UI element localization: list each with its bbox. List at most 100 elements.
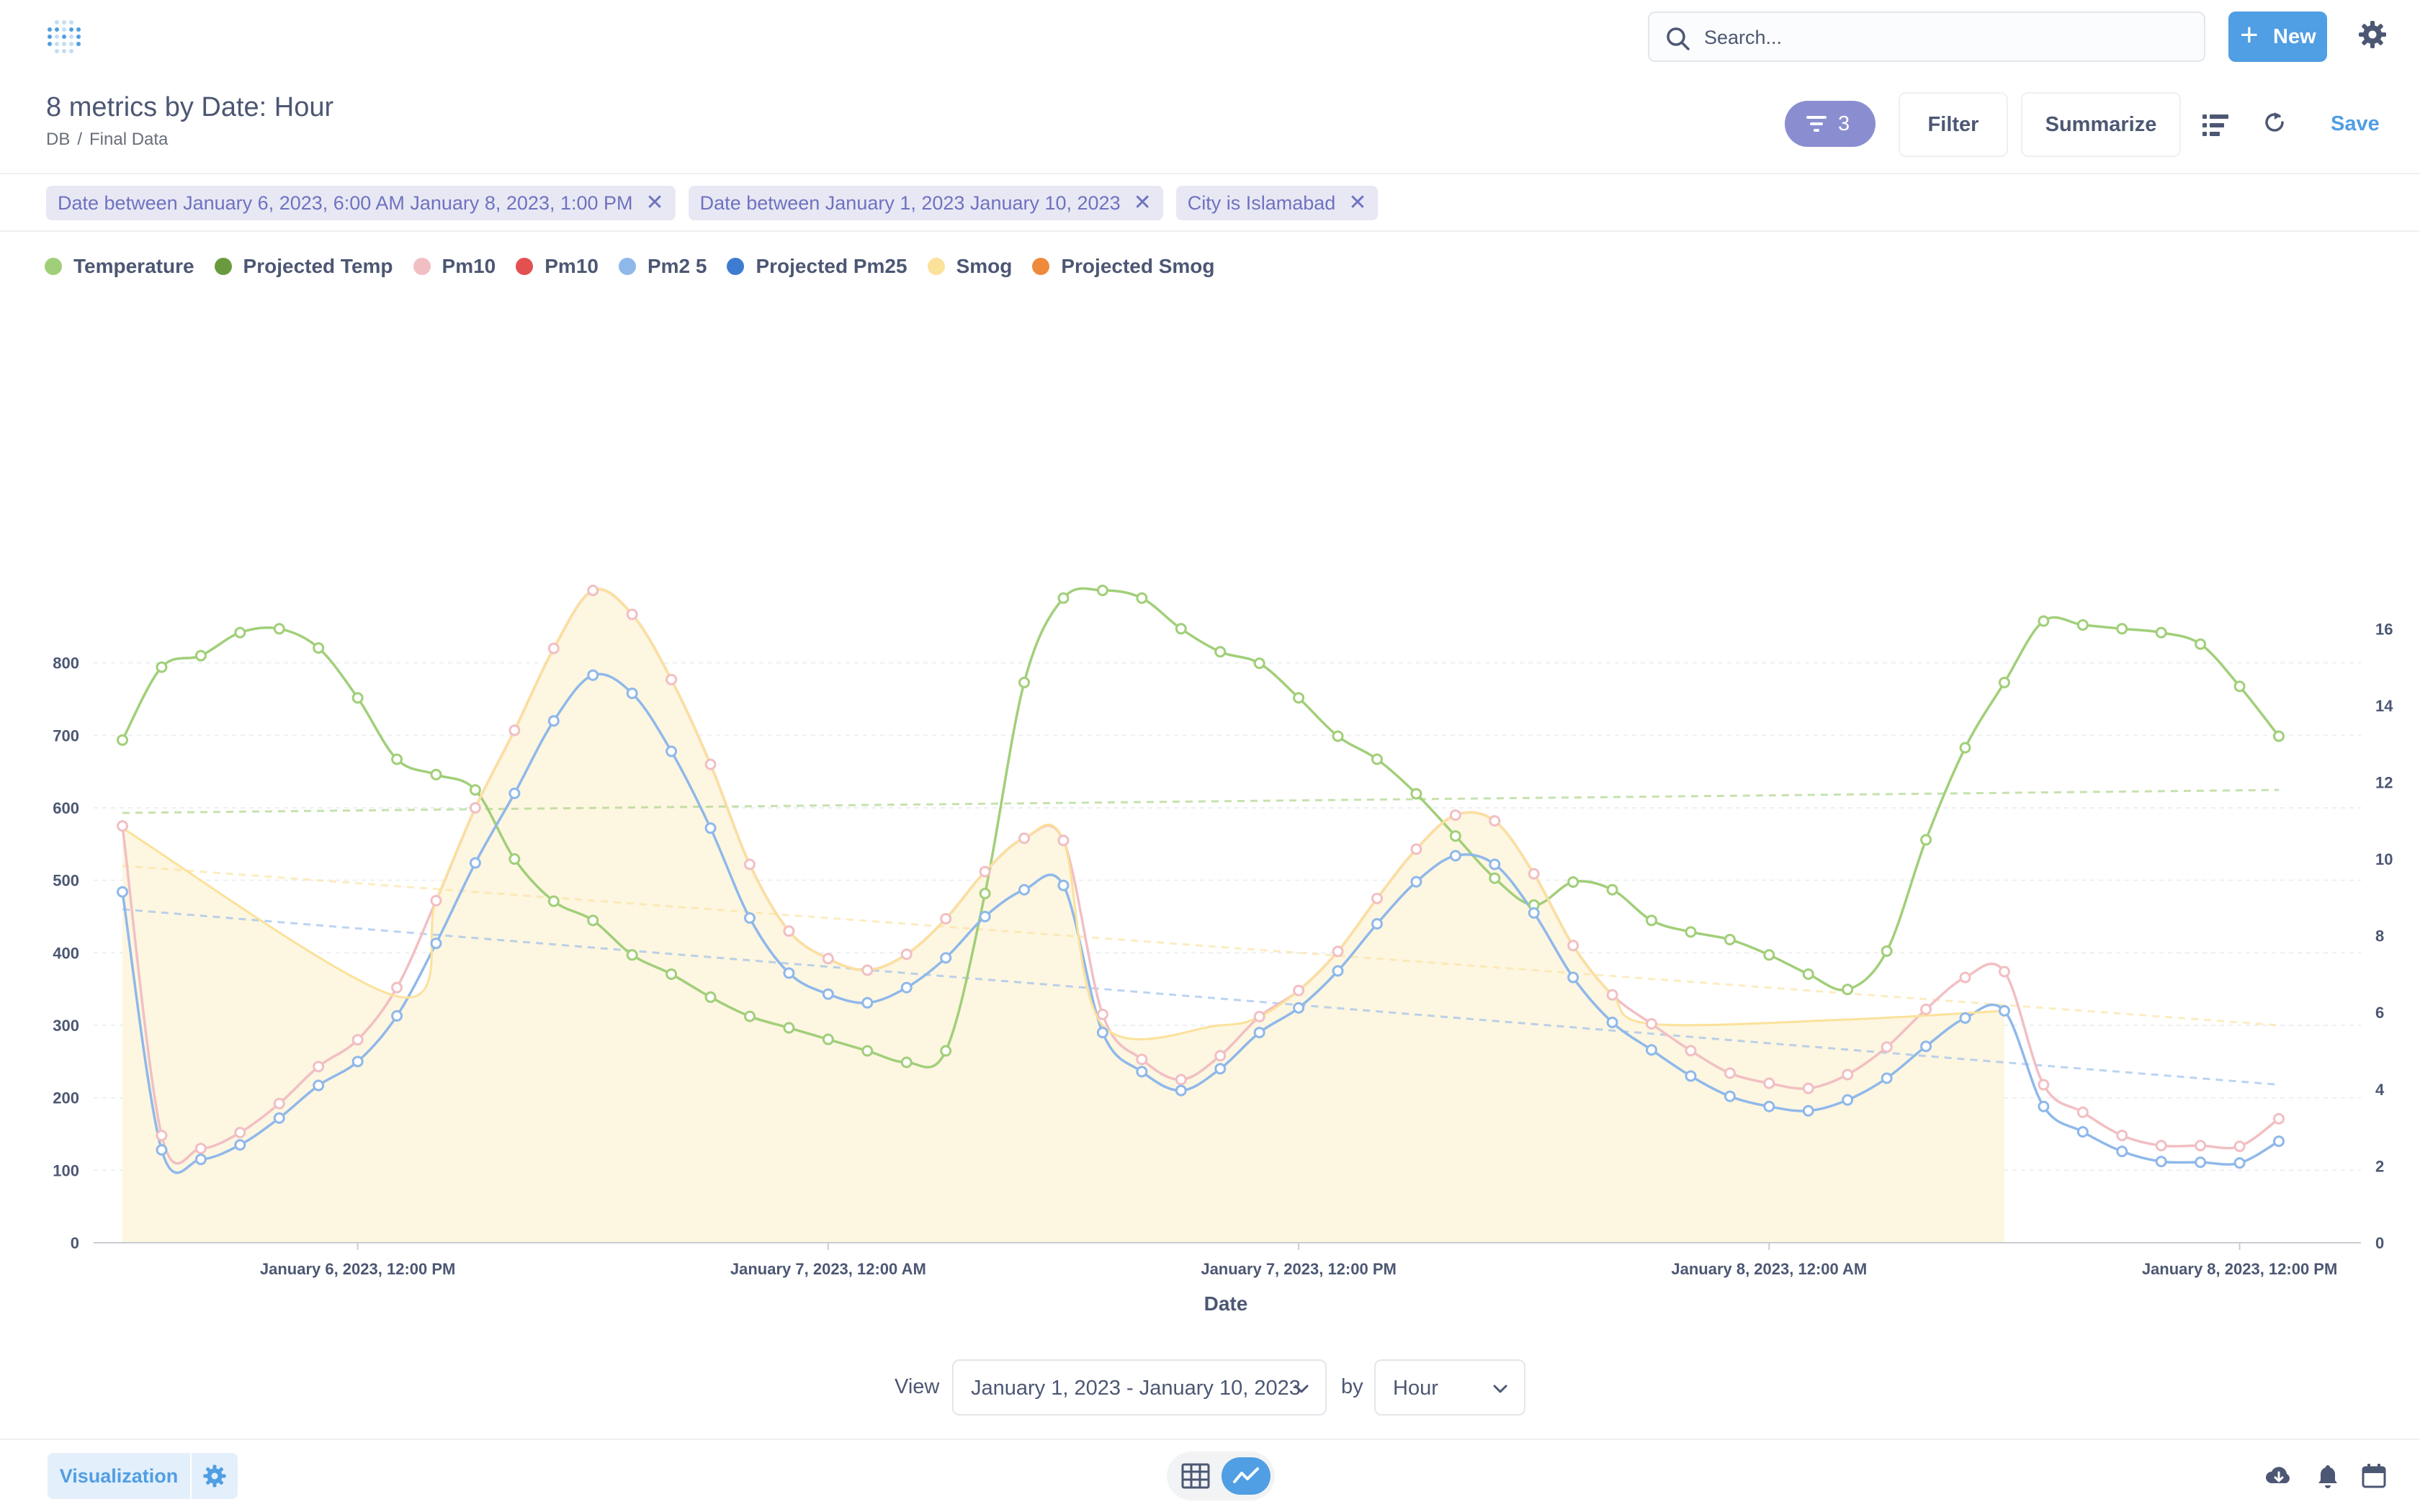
point-pm10 bbox=[1332, 945, 1344, 958]
point-pm10 bbox=[2116, 1130, 2128, 1142]
download-icon[interactable] bbox=[2264, 1462, 2293, 1490]
point-temperature bbox=[2038, 615, 2050, 627]
point-pm2-5 bbox=[508, 787, 521, 799]
legend-item-projected-smog[interactable]: Projected Smog bbox=[1032, 255, 1215, 278]
legend-item-temperature[interactable]: Temperature bbox=[45, 255, 194, 278]
chevron-down-icon bbox=[1493, 1385, 1507, 1393]
chart-toggle-button[interactable] bbox=[1222, 1457, 1270, 1495]
plus-icon: + bbox=[2240, 17, 2259, 53]
point-pm2-5 bbox=[1881, 1072, 1893, 1084]
point-pm10 bbox=[117, 820, 128, 832]
filter-pill-date-range[interactable]: Date between January 1, 2023 January 10,… bbox=[688, 186, 1163, 220]
legend-dot bbox=[927, 258, 945, 275]
legend-item-projected-temp[interactable]: Projected Temp bbox=[214, 255, 393, 278]
close-icon[interactable]: ✕ bbox=[1348, 191, 1367, 215]
point-pm2-5 bbox=[117, 886, 128, 898]
y-tick-label-left: 400 bbox=[53, 944, 79, 962]
point-pm10 bbox=[1214, 1050, 1227, 1062]
point-temperature bbox=[117, 734, 128, 746]
point-pm2-5 bbox=[1606, 1016, 1618, 1028]
point-pm10 bbox=[900, 948, 913, 960]
y-tick-label-left: 500 bbox=[53, 872, 79, 890]
filter-pill-city[interactable]: City is Islamabad ✕ bbox=[1175, 186, 1379, 220]
point-temperature bbox=[979, 888, 991, 900]
visualization-settings-button[interactable] bbox=[192, 1453, 238, 1499]
point-pm2-5 bbox=[1175, 1084, 1187, 1097]
point-pm2-5 bbox=[1959, 1012, 1971, 1024]
point-pm10 bbox=[1136, 1053, 1148, 1066]
calendar-icon[interactable] bbox=[2360, 1462, 2388, 1490]
close-icon[interactable]: ✕ bbox=[1133, 191, 1152, 215]
y-tick-label-right: 2 bbox=[2375, 1157, 2384, 1175]
chevron-down-icon bbox=[1294, 1385, 1309, 1393]
legend-item-pm25[interactable]: Pm2 5 bbox=[618, 255, 707, 278]
legend-dot bbox=[45, 258, 62, 275]
point-pm10 bbox=[1998, 966, 2010, 978]
save-button[interactable]: Save bbox=[2331, 112, 2380, 135]
x-tick-label: January 8, 2023, 12:00 AM bbox=[1671, 1260, 1867, 1278]
point-temperature bbox=[1842, 984, 1854, 996]
y-tick-label-left: 800 bbox=[53, 654, 79, 672]
point-pm10 bbox=[194, 1143, 207, 1155]
legend-item-pm10[interactable]: Pm10 bbox=[413, 255, 496, 278]
point-pm10 bbox=[234, 1126, 246, 1138]
breadcrumb-table[interactable]: Final Data bbox=[89, 130, 169, 149]
point-temperature bbox=[313, 642, 325, 654]
point-pm10 bbox=[1959, 971, 1971, 984]
notebook-editor-icon[interactable] bbox=[2201, 112, 2230, 138]
point-pm10 bbox=[822, 953, 834, 965]
filter-pill-label: Date between January 6, 2023, 6:00 AM Ja… bbox=[58, 192, 633, 214]
metabase-logo-icon[interactable] bbox=[46, 19, 82, 55]
point-pm2-5 bbox=[1685, 1070, 1697, 1082]
filter-pill-date-hours[interactable]: Date between January 6, 2023, 6:00 AM Ja… bbox=[46, 186, 676, 220]
point-temperature bbox=[861, 1045, 874, 1057]
point-pm10 bbox=[1253, 1010, 1265, 1022]
point-temperature bbox=[234, 626, 246, 639]
point-pm10 bbox=[979, 865, 991, 878]
point-temperature bbox=[822, 1033, 834, 1045]
search-input[interactable]: Search... bbox=[1648, 12, 2205, 62]
area-smog bbox=[122, 589, 2004, 1243]
point-pm10 bbox=[547, 642, 560, 654]
point-temperature bbox=[1881, 945, 1893, 957]
filter-count-badge[interactable]: 3 bbox=[1785, 101, 1876, 147]
legend-label: Projected Temp bbox=[243, 255, 393, 277]
date-range-select[interactable]: January 1, 2023 - January 10, 2023 bbox=[952, 1359, 1327, 1416]
point-temperature bbox=[1253, 657, 1265, 670]
gear-icon[interactable] bbox=[2357, 19, 2388, 50]
point-pm10 bbox=[351, 1034, 364, 1046]
point-pm2-5 bbox=[2116, 1146, 2128, 1158]
point-pm10 bbox=[1920, 1003, 1932, 1015]
legend-item-pm10-b[interactable]: Pm10 bbox=[516, 255, 599, 278]
point-pm2-5 bbox=[469, 857, 481, 869]
point-pm2-5 bbox=[1096, 1027, 1108, 1039]
x-tick-label: January 8, 2023, 12:00 PM bbox=[2142, 1260, 2338, 1278]
gear-icon bbox=[203, 1464, 226, 1488]
table-icon[interactable] bbox=[1178, 1459, 1213, 1493]
date-range-value: January 1, 2023 - January 10, 2023 bbox=[971, 1377, 1301, 1400]
visualization-button[interactable]: Visualization bbox=[48, 1453, 190, 1499]
bell-icon[interactable] bbox=[2313, 1462, 2342, 1490]
granularity-select[interactable]: Hour bbox=[1374, 1359, 1525, 1416]
y-tick-label-left: 100 bbox=[53, 1161, 79, 1179]
refresh-icon[interactable] bbox=[2260, 108, 2289, 137]
point-pm10 bbox=[508, 724, 521, 737]
point-pm10 bbox=[1567, 940, 1579, 952]
line-chart-icon bbox=[1233, 1467, 1259, 1483]
view-label: View bbox=[895, 1375, 940, 1398]
filter-button[interactable]: Filter bbox=[1899, 92, 2008, 157]
close-icon[interactable]: ✕ bbox=[645, 191, 664, 215]
summarize-button[interactable]: Summarize bbox=[2021, 92, 2181, 157]
point-pm2-5 bbox=[351, 1056, 364, 1068]
legend-item-projected-pm25[interactable]: Projected Pm25 bbox=[727, 255, 908, 278]
new-button[interactable]: + New bbox=[2228, 12, 2327, 62]
point-temperature bbox=[1724, 933, 1736, 945]
point-pm2-5 bbox=[1842, 1094, 1854, 1106]
point-pm2-5 bbox=[1489, 858, 1501, 870]
breadcrumb-database[interactable]: DB bbox=[46, 130, 71, 149]
legend-item-smog[interactable]: Smog bbox=[927, 255, 1013, 278]
legend-label: Smog bbox=[956, 255, 1013, 277]
point-pm10 bbox=[666, 673, 678, 685]
point-temperature bbox=[2076, 618, 2089, 631]
point-temperature bbox=[743, 1010, 756, 1022]
